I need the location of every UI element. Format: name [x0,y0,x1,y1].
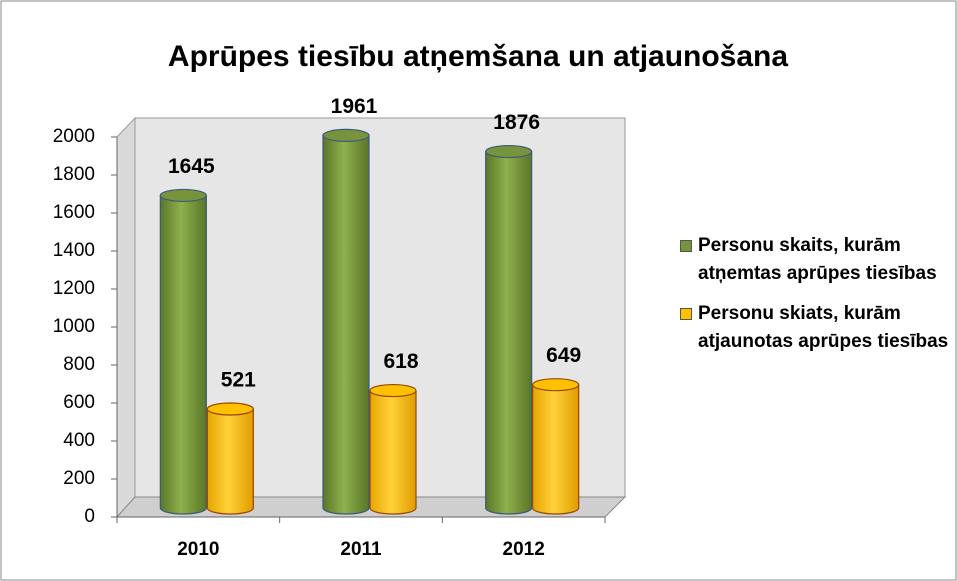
legend-swatch [680,308,692,320]
y-tick-label: 1000 [53,316,95,337]
bar-top [485,144,533,159]
y-tick-label: 2000 [53,126,95,147]
data-label: 521 [221,369,256,392]
legend: Personu skaits, kurām atņemtas aprūpes t… [680,232,950,368]
bar-top [159,188,207,203]
chart-title: Aprūpes tiesību atņemšana un atjaunošana [168,40,788,73]
y-tick-label: 1200 [53,278,95,299]
bar-top [369,383,417,398]
bar [159,194,207,515]
y-tick-label: 400 [63,430,95,451]
bar [369,389,417,515]
data-label: 618 [383,350,418,373]
x-tick-label: 2012 [503,539,545,560]
legend-label: Personu skaits, kurām atņemtas aprūpes t… [698,235,937,284]
y-tick-label: 1800 [53,164,95,185]
y-tick-label: 800 [63,354,95,375]
bar [485,150,533,515]
bar [322,134,370,515]
y-tick-label: 0 [84,506,95,527]
y-tick-label: 200 [63,468,95,489]
bar-top [206,402,254,416]
data-label: 1876 [493,111,540,134]
y-tick-label: 600 [63,392,95,413]
legend-label: Personu skiats, kurām atjaunotas aprūpes… [698,303,949,352]
side-wall [116,116,136,519]
x-tick-label: 2010 [177,539,219,560]
legend-swatch [680,240,692,252]
y-tick-label: 1400 [53,240,95,261]
data-label: 1645 [168,155,215,178]
bar-top [322,128,370,143]
x-tick-label: 2011 [340,539,382,560]
bar [532,384,580,515]
legend-item: Personu skiats, kurām atjaunotas aprūpes… [680,300,950,356]
bar-top [532,378,580,392]
data-label: 1961 [331,95,378,118]
y-tick-label: 1600 [53,202,95,223]
legend-item: Personu skaits, kurām atņemtas aprūpes t… [680,232,950,288]
bar [206,408,254,515]
data-label: 649 [546,344,581,367]
